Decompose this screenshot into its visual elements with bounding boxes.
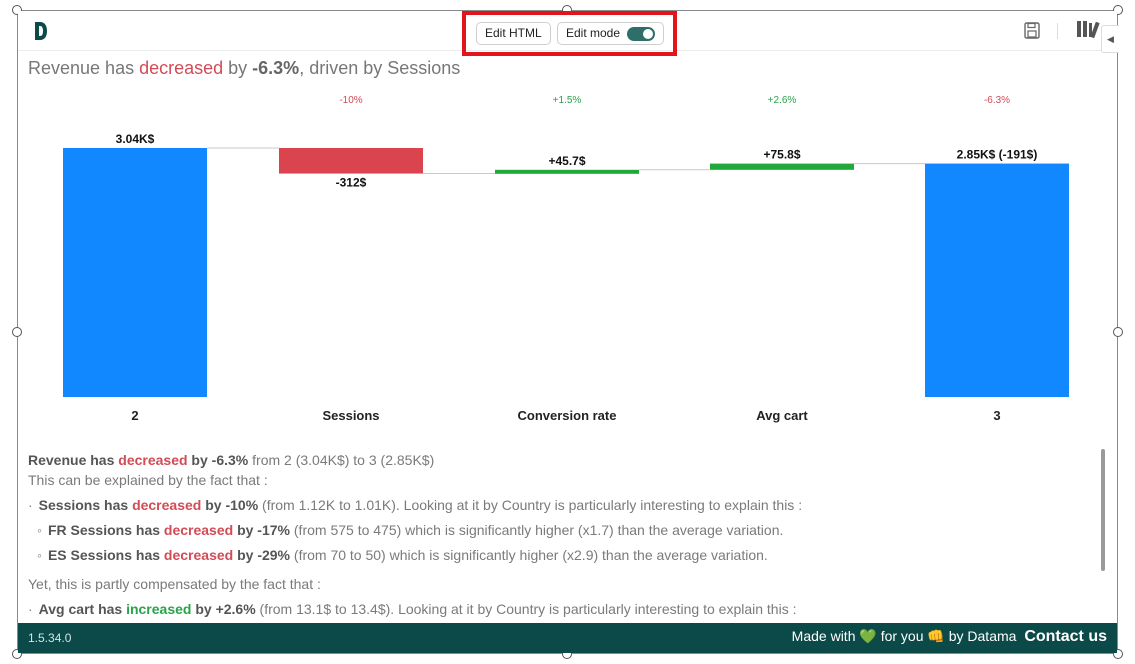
explanation-item: · Avg cart has increased by +2.6% (from 1… xyxy=(28,599,1098,619)
headline-verb: decreased xyxy=(139,58,224,78)
item-by: by +2.6% xyxy=(191,601,256,617)
category-label: Avg cart xyxy=(756,408,808,423)
category-label: Conversion rate xyxy=(518,408,617,423)
resize-handle-bottom-right[interactable] xyxy=(1113,649,1123,659)
waterfall-bar xyxy=(925,163,1069,397)
value-label: +75.8$ xyxy=(763,148,800,162)
item-by: by -10% xyxy=(201,497,259,513)
edit-mode-toggle-button[interactable]: Edit mode xyxy=(557,22,664,45)
headline-prefix: Revenue has xyxy=(28,58,140,78)
item-verb: decreased xyxy=(163,522,234,538)
toolbar-separator xyxy=(1057,23,1058,39)
category-label: Sessions xyxy=(322,408,379,423)
item-subject: ES Sessions has xyxy=(47,547,164,563)
item-subject: Avg cart has xyxy=(38,601,127,617)
item-subject: Sessions has xyxy=(38,497,133,513)
item-bullet: · xyxy=(28,601,33,617)
save-icon[interactable] xyxy=(1024,22,1040,39)
version-label: 1.5.34.0 xyxy=(28,631,72,645)
by-datama-label: by Datama xyxy=(948,628,1017,644)
category-label: 3 xyxy=(993,408,1000,423)
headline-value: -6.3% xyxy=(252,58,300,78)
summary-subject: Revenue has xyxy=(28,452,119,468)
edit-mode-label: Edit mode xyxy=(566,26,621,40)
resize-handle-right[interactable] xyxy=(1113,327,1123,337)
percent-label: -6.3% xyxy=(984,95,1010,106)
item-rest: (from 70 to 50) which is significantly h… xyxy=(290,547,768,563)
value-label: +45.7$ xyxy=(548,154,585,168)
value-label: -312$ xyxy=(336,176,367,190)
percent-label: -10% xyxy=(339,95,362,106)
item-verb: decreased xyxy=(163,547,234,563)
item-by: by -17% xyxy=(233,522,290,538)
item-rest: (from 575 to 475) which is significantly… xyxy=(290,522,784,538)
explanation-item: ◦ FR Sessions has decreased by -17% (from… xyxy=(28,520,1098,540)
item-rest: (from 13.1$ to 13.4$). Looking at it by … xyxy=(255,601,797,617)
waterfall-bar xyxy=(279,148,423,174)
headline-mid: by xyxy=(223,58,253,78)
waterfall-bar xyxy=(710,163,854,170)
category-label: 2 xyxy=(131,408,138,423)
item-subject: FR Sessions has xyxy=(47,522,164,538)
for-you-label: for you xyxy=(880,628,924,644)
collapse-panel-button[interactable]: ◀ xyxy=(1101,25,1119,53)
compensation-intro: Yet, this is partly compensated by the f… xyxy=(28,576,321,592)
waterfall-chart: 3.04K$ -312$ +45.7$ +75.8$ 2.85K$ (-191$) -10… xyxy=(63,95,1069,423)
summary-rest: from 2 (3.04K$) to 3 (2.85K$) xyxy=(248,452,435,468)
made-with-label: Made with xyxy=(791,628,856,644)
contact-us-link[interactable]: Contact us xyxy=(1024,628,1107,645)
percent-label: +2.6% xyxy=(768,95,797,106)
value-label: 3.04K$ xyxy=(116,132,155,146)
item-verb: decreased xyxy=(132,497,202,513)
item-rest: (from 1.12K to 1.01K). Looking at it by … xyxy=(258,497,803,513)
chevron-left-icon: ◀ xyxy=(1107,34,1114,44)
explanation-panel: Revenue has decreased by -6.3% from 2 (3… xyxy=(28,450,1098,622)
value-label: 2.85K$ (-191$) xyxy=(957,148,1038,162)
explanation-scrollbar[interactable] xyxy=(1101,449,1105,571)
made-with: Made with 💚 for you 👊 by Datama Contact … xyxy=(792,628,1107,646)
waterfall-bar xyxy=(63,148,207,397)
item-verb: increased xyxy=(126,601,192,617)
summary-line: Revenue has decreased by -6.3% from 2 (3… xyxy=(28,450,1098,470)
resize-handle-top-right[interactable] xyxy=(1113,5,1123,15)
item-bullet: · xyxy=(28,497,33,513)
percent-label: +1.5% xyxy=(553,95,582,106)
headline: Revenue has decreased by -6.3%, driven b… xyxy=(28,58,460,79)
resize-handle-top-left[interactable] xyxy=(12,5,22,15)
item-bullet: ◦ xyxy=(37,522,42,538)
item-bullet: ◦ xyxy=(37,547,42,563)
explanation-item: · Sessions has decreased by -10% (from 1.… xyxy=(28,495,1098,515)
explanation-item: ◦ ES Sessions has decreased by -29% (from… xyxy=(28,545,1098,565)
edit-html-button[interactable]: Edit HTML xyxy=(476,22,551,45)
waterfall-bar xyxy=(495,169,639,174)
summary-by: by -6.3% xyxy=(187,452,249,468)
intro-line: This can be explained by the fact that : xyxy=(28,472,268,488)
library-icon[interactable] xyxy=(1076,20,1100,38)
summary-verb: decreased xyxy=(118,452,188,468)
datama-logo-icon[interactable] xyxy=(34,21,48,41)
toolbar: Edit HTML Edit mode ◀ xyxy=(18,11,1119,56)
edit-mode-toggle[interactable] xyxy=(627,27,655,41)
headline-suffix: , driven by Sessions xyxy=(299,58,461,78)
fist-icon: 👊 xyxy=(927,628,945,644)
resize-handle-bottom-left[interactable] xyxy=(12,649,22,659)
footer: 1.5.34.0 Made with 💚 for you 👊 by Datama… xyxy=(18,623,1117,653)
edit-tools-highlight: Edit HTML Edit mode xyxy=(462,11,677,56)
heart-icon: 💚 xyxy=(859,628,877,644)
item-by: by -29% xyxy=(233,547,291,563)
resize-handle-left[interactable] xyxy=(12,327,22,337)
